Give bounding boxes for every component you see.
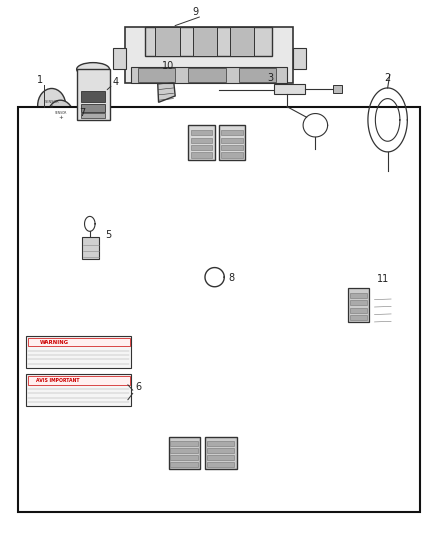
Bar xyxy=(138,68,175,82)
Bar xyxy=(145,27,272,56)
Bar xyxy=(191,138,212,143)
Bar xyxy=(28,376,130,385)
Text: SENSOR: SENSOR xyxy=(54,111,67,115)
Circle shape xyxy=(166,385,172,393)
Bar xyxy=(221,145,243,150)
Text: 9: 9 xyxy=(193,7,199,17)
Bar xyxy=(188,125,215,160)
Bar xyxy=(125,27,293,83)
Circle shape xyxy=(185,180,191,188)
Text: 4: 4 xyxy=(113,77,119,87)
Bar xyxy=(191,145,212,150)
Bar xyxy=(26,336,131,368)
Bar xyxy=(350,293,367,298)
Bar xyxy=(348,288,369,322)
Text: 1: 1 xyxy=(37,75,43,85)
Bar xyxy=(219,125,245,160)
Bar xyxy=(230,27,254,56)
Bar xyxy=(221,138,243,143)
Text: 10: 10 xyxy=(162,61,174,71)
Circle shape xyxy=(177,265,183,273)
Bar xyxy=(350,308,367,313)
Circle shape xyxy=(116,54,123,63)
Text: 3: 3 xyxy=(267,73,273,83)
Bar xyxy=(191,152,212,158)
Text: 5: 5 xyxy=(105,230,111,240)
Bar xyxy=(193,27,217,56)
Bar xyxy=(170,441,198,446)
Text: AVIS IMPORTANT: AVIS IMPORTANT xyxy=(36,378,80,383)
Text: 7: 7 xyxy=(79,108,85,118)
Bar xyxy=(293,48,306,69)
Text: 6: 6 xyxy=(135,382,141,392)
Text: WARNING: WARNING xyxy=(39,340,68,345)
Bar xyxy=(81,104,105,112)
Text: 11: 11 xyxy=(377,274,389,285)
Bar xyxy=(333,85,342,93)
Bar xyxy=(191,130,212,135)
Bar xyxy=(26,374,131,406)
Bar xyxy=(170,455,198,460)
Bar xyxy=(188,68,226,82)
Circle shape xyxy=(90,71,96,78)
Bar xyxy=(207,455,234,460)
Bar xyxy=(81,113,105,118)
Bar xyxy=(207,462,234,467)
Bar xyxy=(310,148,321,155)
Circle shape xyxy=(47,100,74,132)
Text: +: + xyxy=(58,115,63,120)
Text: SENSOR: SENSOR xyxy=(44,100,59,104)
Bar xyxy=(207,441,234,446)
Circle shape xyxy=(179,236,185,244)
Bar xyxy=(169,437,200,469)
Circle shape xyxy=(172,322,178,330)
Bar xyxy=(350,315,367,320)
Bar xyxy=(82,237,99,259)
Bar xyxy=(81,91,105,102)
Text: 8: 8 xyxy=(229,273,235,284)
Bar xyxy=(221,152,243,158)
Circle shape xyxy=(162,413,169,421)
Circle shape xyxy=(296,54,303,63)
Bar xyxy=(18,107,420,512)
Polygon shape xyxy=(158,75,175,102)
Bar xyxy=(155,27,180,56)
Bar xyxy=(239,68,276,82)
Bar xyxy=(28,338,130,346)
Bar xyxy=(118,399,126,405)
Bar xyxy=(131,67,287,83)
Polygon shape xyxy=(374,289,392,326)
Bar xyxy=(274,84,305,94)
Bar xyxy=(350,300,367,305)
Bar xyxy=(207,448,234,453)
Bar xyxy=(205,437,237,469)
Bar xyxy=(221,130,243,135)
Text: 2: 2 xyxy=(385,73,391,83)
Bar xyxy=(77,69,110,120)
Text: IN: IN xyxy=(50,104,53,109)
Bar xyxy=(170,448,198,453)
Bar xyxy=(113,48,126,69)
Bar xyxy=(382,175,393,181)
Bar xyxy=(118,360,126,367)
Bar xyxy=(170,462,198,467)
Circle shape xyxy=(38,88,66,123)
Ellipse shape xyxy=(77,63,110,76)
